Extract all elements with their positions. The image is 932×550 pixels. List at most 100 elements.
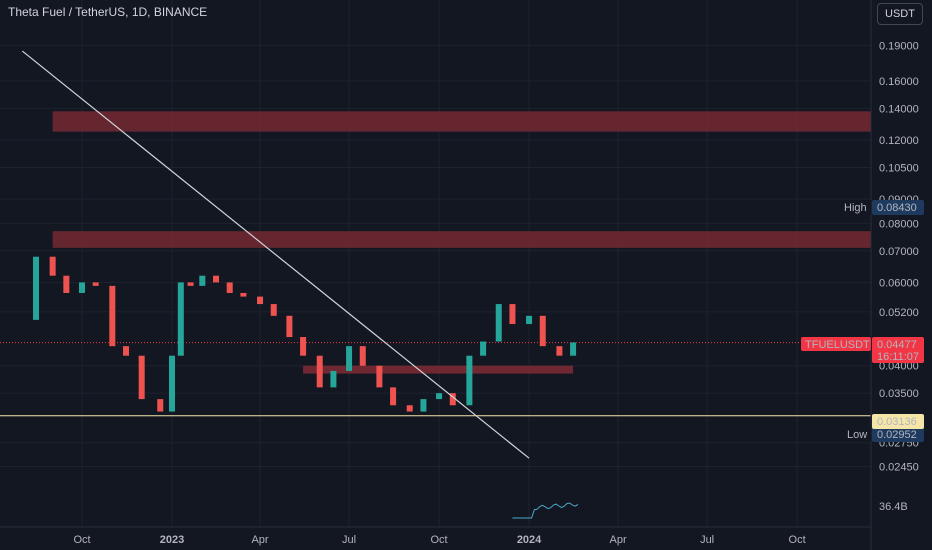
candle-31: [480, 341, 487, 356]
time-label-2: Apr: [251, 534, 268, 546]
time-label-1: 2023: [160, 534, 184, 546]
candle-4: [92, 282, 99, 286]
candle-32: [495, 304, 502, 342]
price-tick-8: 0.06000: [879, 277, 919, 289]
candle-body-23: [359, 346, 366, 366]
candlestick-series: [33, 256, 577, 412]
candle-body-27: [420, 399, 427, 412]
candle-body-3: [79, 282, 85, 293]
candle-12: [199, 275, 206, 286]
high-label-bg: [841, 200, 871, 215]
candle-body-25: [390, 387, 397, 406]
countdown: 16:11:07: [877, 351, 919, 363]
price-tick-1: 0.16000: [879, 76, 919, 88]
low-value: 0.02952: [877, 429, 917, 441]
candle-body-4: [92, 282, 99, 286]
price-tick-2: 0.14000: [879, 103, 919, 115]
candle-30: [466, 355, 473, 406]
candle-body-34: [526, 315, 533, 325]
trendline[interactable]: [21, 50, 530, 459]
price-tick-3: 0.12000: [879, 135, 919, 147]
candle-21: [330, 370, 337, 388]
candle-33: [509, 304, 516, 325]
candle-36: [556, 346, 563, 356]
candle-body-2: [63, 275, 70, 293]
candle-body-14: [226, 282, 233, 293]
price-tick-11: 0.03500: [879, 388, 919, 400]
candle-body-37: [570, 342, 577, 356]
candle-25: [390, 387, 397, 406]
candle-body-17: [270, 304, 277, 316]
candle-body-13: [213, 275, 220, 283]
time-axis[interactable]: Oct 2023 Apr Jul Oct 2024 Apr Jul Oct: [73, 534, 805, 546]
candle-body-33: [509, 304, 516, 325]
candle-29: [449, 393, 456, 406]
candle-14: [226, 282, 233, 293]
zone-0: [52, 111, 872, 132]
current-value: 0.04477: [877, 339, 917, 351]
candle-body-24: [376, 365, 383, 388]
symbol-label-bg: [801, 337, 871, 351]
candle-body-7: [138, 355, 145, 400]
candle-0: [33, 256, 40, 320]
candle-35: [539, 315, 546, 347]
high-marker: High 0.08430: [841, 200, 924, 215]
candle-body-16: [257, 296, 264, 305]
candle-body-28: [436, 393, 443, 400]
candle-5: [109, 285, 116, 347]
support-value: 0.03136: [877, 416, 917, 428]
candle-15: [240, 292, 247, 297]
price-tick-9: 0.05200: [879, 307, 919, 319]
price-tick-0: 0.19000: [879, 41, 919, 53]
candle-27: [420, 399, 427, 412]
candle-body-0: [33, 256, 40, 320]
low-label: Low: [847, 429, 867, 441]
candle-24: [376, 365, 383, 388]
candle-1: [49, 256, 56, 276]
candle-body-31: [480, 341, 487, 356]
candle-body-9: [169, 355, 175, 412]
resistance-zones: [52, 111, 872, 374]
gridlines: [0, 0, 871, 527]
candle-3: [79, 282, 85, 293]
candle-body-1: [49, 256, 56, 276]
candle-body-10: [177, 282, 184, 356]
high-value: 0.08430: [877, 202, 917, 214]
candle-19: [300, 337, 307, 356]
price-tick-13: 0.02450: [879, 461, 919, 473]
time-label-6: Apr: [610, 534, 627, 546]
time-label-4: Oct: [431, 534, 448, 546]
candle-body-21: [330, 370, 337, 388]
candle-17: [270, 304, 277, 316]
candle-body-36: [556, 346, 563, 356]
chart-title: Theta Fuel / TetherUS, 1D, BINANCE: [8, 5, 208, 19]
low-value-bg: [872, 427, 924, 442]
price-tick-6: 0.08000: [879, 218, 919, 230]
price-tick-7: 0.07000: [879, 246, 919, 258]
candle-34: [526, 315, 533, 325]
candle-body-29: [449, 393, 456, 406]
currency-button[interactable]: USDT: [877, 3, 923, 25]
candle-body-19: [300, 337, 307, 356]
candle-37: [570, 342, 577, 356]
candle-11: [187, 282, 194, 286]
time-label-0: Oct: [73, 534, 90, 546]
candle-body-26: [406, 405, 413, 412]
candle-body-30: [466, 355, 473, 406]
low-label-bg: [841, 427, 871, 442]
candle-26: [406, 405, 413, 412]
candle-body-22: [346, 346, 353, 371]
zone-2: [303, 365, 574, 374]
candle-22: [346, 346, 353, 371]
candle-body-20: [316, 355, 323, 388]
high-label: High: [844, 202, 867, 214]
price-scale[interactable]: 0.190000.160000.140000.120000.105000.090…: [879, 41, 919, 474]
candle-body-35: [539, 315, 546, 347]
trendline-path: [21, 50, 530, 459]
price-tick-10: 0.04000: [879, 361, 919, 373]
time-label-5: 2024: [517, 534, 542, 546]
symbol-label: TFUELUSDT: [805, 339, 870, 351]
time-label-7: Jul: [700, 534, 714, 546]
